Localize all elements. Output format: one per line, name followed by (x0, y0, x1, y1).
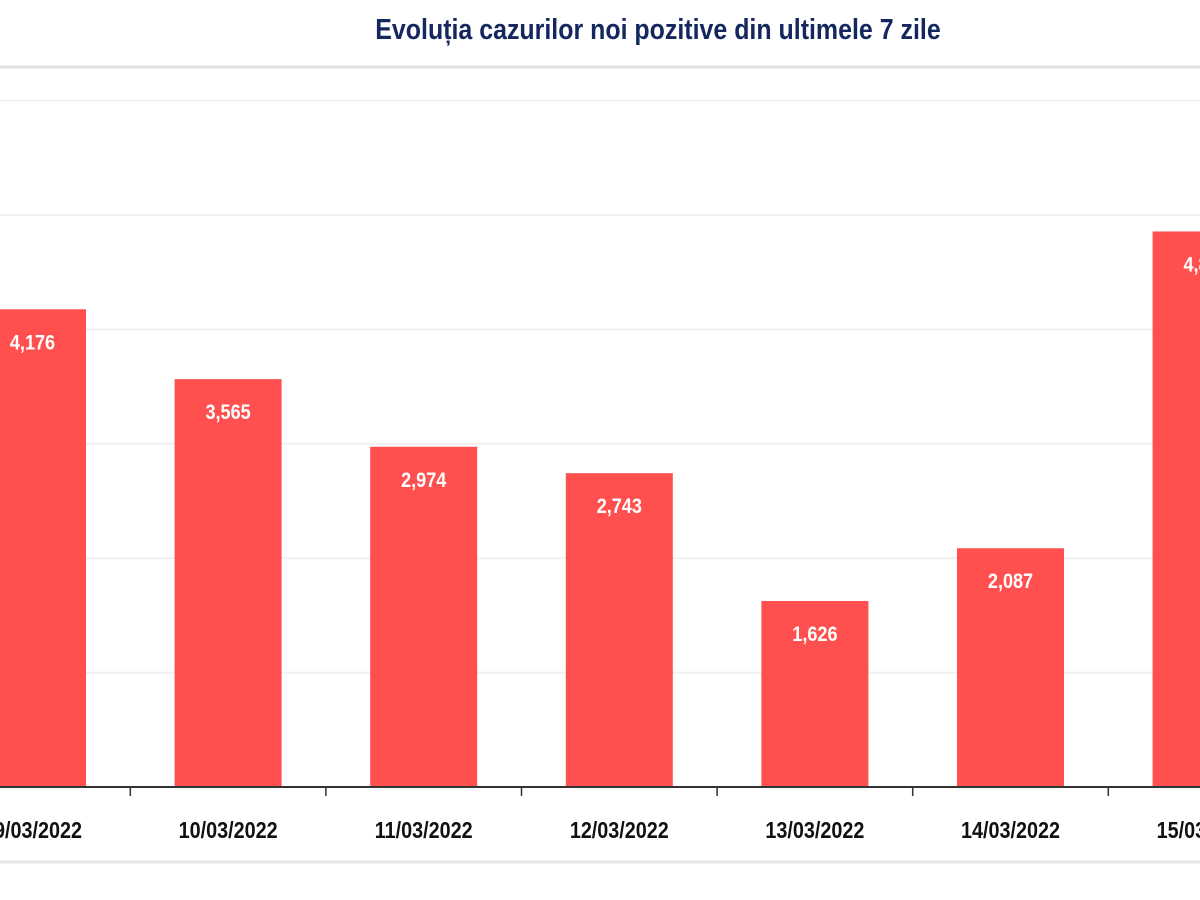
bar-15/03/2022 (1152, 231, 1200, 787)
data-label: 2,743 (597, 495, 642, 519)
bar-11/03/2022 (370, 446, 478, 787)
x-tick-label: 12/03/2022 (570, 818, 669, 844)
data-label: 2,087 (988, 570, 1033, 594)
x-tick-label: 11/03/2022 (375, 818, 473, 844)
bar-12/03/2022 (565, 473, 673, 787)
x-tick-label: 14/03/2022 (961, 818, 1060, 844)
data-label: 2,974 (401, 469, 446, 493)
bar-10/03/2022 (174, 379, 282, 787)
x-tick-label: 13/03/2022 (765, 818, 864, 844)
data-label: 3,565 (206, 401, 251, 425)
bar-14/03/2022 (957, 548, 1064, 787)
bar-09/03/2022 (0, 309, 86, 787)
x-tick-label: 15/03/2022 (1157, 818, 1200, 844)
data-label: 4,176 (10, 331, 55, 355)
data-label: 4,856 (1184, 253, 1200, 277)
x-tick-label: 09/03/2022 (0, 818, 82, 844)
bar-13/03/2022 (761, 600, 869, 787)
data-label: 1,626 (792, 623, 837, 647)
x-tick-label: 10/03/2022 (179, 818, 278, 844)
chart-title: Evoluția cazurilor noi pozitive din ulti… (375, 14, 941, 46)
